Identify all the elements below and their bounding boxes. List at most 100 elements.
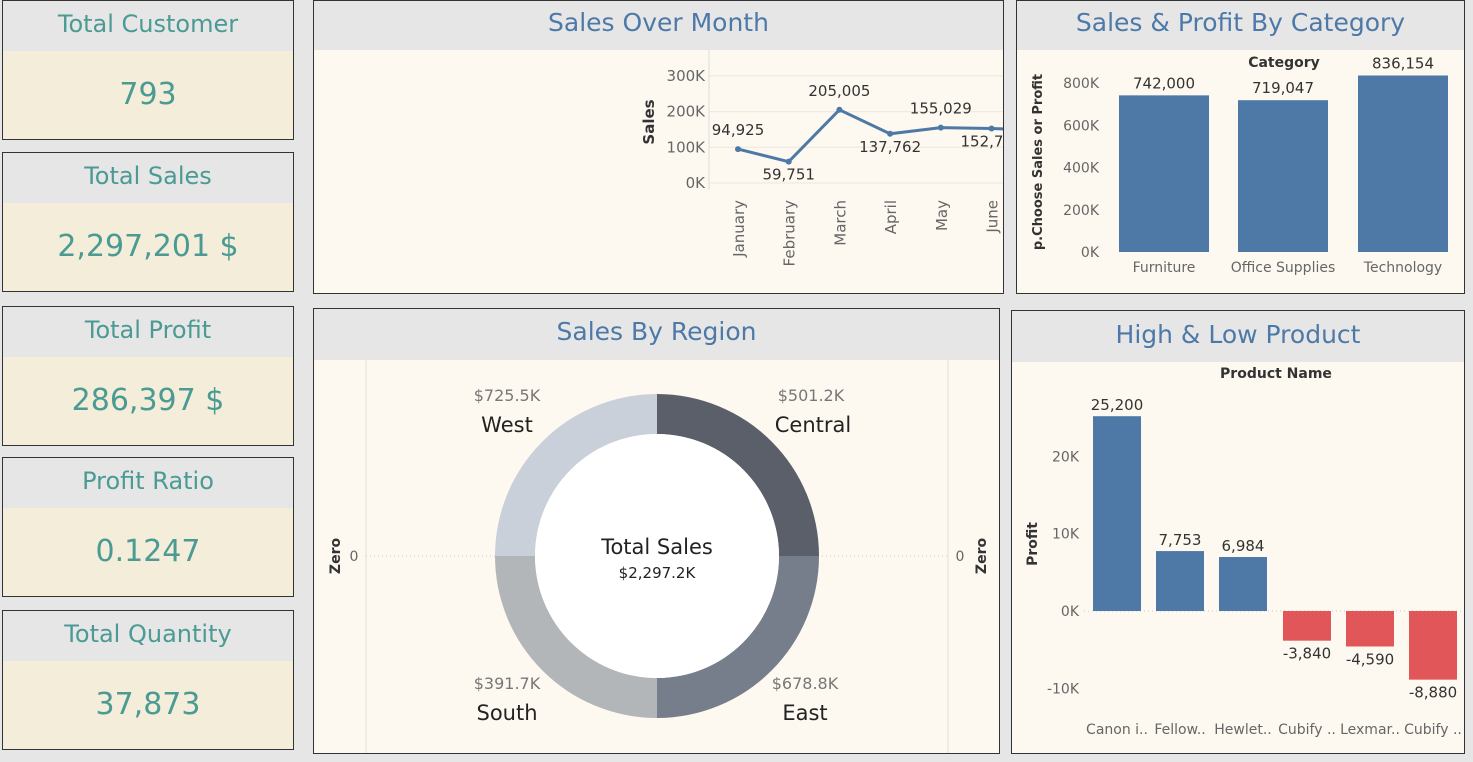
kpi-value: 0.1247 bbox=[95, 534, 201, 569]
center-label: Total Sales bbox=[600, 535, 713, 559]
x-tick-label: Hewlet.. bbox=[1214, 722, 1271, 738]
data-label: 836,154 bbox=[1372, 54, 1434, 72]
product-bar bbox=[1219, 557, 1267, 611]
axis-tick-left: 0 bbox=[350, 549, 359, 565]
panel-title: Sales Over Month bbox=[314, 1, 1003, 50]
x-tick-label: Fellow.. bbox=[1154, 722, 1205, 738]
panel-title: High & Low Product bbox=[1012, 311, 1464, 362]
x-tick-label: May bbox=[933, 200, 951, 231]
category-panel: Sales & Profit By Category Category p.Cho… bbox=[1016, 0, 1465, 294]
y-tick-label: -10K bbox=[1047, 681, 1080, 697]
product-bar bbox=[1283, 611, 1331, 641]
kpi-label: Total Quantity bbox=[3, 611, 293, 661]
kpi-value: 37,873 bbox=[95, 687, 201, 722]
panel-title: Sales By Region bbox=[314, 309, 999, 360]
y-tick-label: 400K bbox=[1063, 161, 1100, 177]
slice-name-label: Central bbox=[775, 413, 851, 437]
y-tick-label: 10K bbox=[1052, 527, 1080, 543]
axis-label-right: Zero bbox=[974, 538, 990, 575]
category-chart: Category p.Choose Sales or Profit 0K 200K 40… bbox=[1031, 54, 1448, 276]
y-tick-label: 0K bbox=[1081, 245, 1100, 261]
line-point bbox=[937, 124, 944, 131]
sales-over-month-chart: 0K 100K 200K 300K Sales 94,925 59,751 205,005 13… bbox=[314, 50, 1003, 293]
kpi-total-quantity: Total Quantity 37,873 bbox=[2, 610, 294, 750]
line-point bbox=[988, 125, 995, 132]
data-label: 205,005 bbox=[808, 82, 870, 100]
line-point bbox=[785, 158, 792, 165]
y-tick-label: 20K bbox=[1052, 449, 1080, 465]
x-axis-title: Category bbox=[1248, 55, 1320, 71]
product-bar bbox=[1346, 611, 1394, 647]
y-tick-label: 600K bbox=[1063, 118, 1100, 134]
y-tick-label: 800K bbox=[1063, 76, 1100, 92]
x-tick-label: Technology bbox=[1363, 260, 1442, 276]
slice-value-label: $725.5K bbox=[474, 386, 541, 405]
data-label: -4,590 bbox=[1346, 650, 1394, 668]
x-tick-label: June bbox=[984, 200, 1002, 234]
data-label: -3,840 bbox=[1283, 645, 1331, 663]
line-point bbox=[735, 146, 741, 153]
slice-name-label: South bbox=[476, 701, 537, 725]
y-axis-label: Sales bbox=[640, 99, 658, 144]
axis-label-left: Zero bbox=[328, 538, 344, 575]
y-tick-label: 0K bbox=[686, 174, 707, 192]
x-tick-label: Cubify .. bbox=[1404, 722, 1462, 738]
sales-by-region-chart: Zero 0 0 Zero Total Sales $2,297.2K $501.2K Cen… bbox=[328, 360, 990, 753]
kpi-value: 793 bbox=[119, 77, 177, 112]
y-tick-label: 0K bbox=[1061, 604, 1080, 620]
kpi-value: 286,397 $ bbox=[71, 383, 225, 418]
axis-tick-right: 0 bbox=[956, 549, 965, 565]
slice-name-label: West bbox=[481, 413, 533, 437]
data-label: 719,047 bbox=[1252, 79, 1314, 97]
x-tick-label: March bbox=[831, 200, 849, 246]
x-tick-label: Cubify .. bbox=[1278, 722, 1336, 738]
sales-over-month-panel: Sales Over Month 0K 100K 200K 300K Sales 94,9… bbox=[313, 0, 1004, 294]
kpi-label: Total Sales bbox=[3, 153, 293, 203]
data-label: 742,000 bbox=[1133, 74, 1195, 92]
category-bar bbox=[1358, 75, 1448, 252]
y-tick-label: 200K bbox=[1063, 203, 1100, 219]
kpi-label: Profit Ratio bbox=[3, 458, 293, 508]
high-low-product-chart: Product Name Profit -10K 0K 10K 20K 25,200 Cano… bbox=[1025, 366, 1464, 738]
product-bar bbox=[1409, 611, 1457, 680]
kpi-label: Total Customer bbox=[3, 1, 293, 51]
kpi-value: 2,297,201 $ bbox=[57, 229, 239, 264]
sales-line bbox=[737, 107, 1003, 164]
x-tick-label: February bbox=[781, 200, 799, 267]
x-axis-title: Product Name bbox=[1220, 366, 1332, 382]
sales-by-region-panel: Sales By Region Zero 0 0 Zero Total Sales $2,… bbox=[313, 308, 1000, 754]
data-label: -8,880 bbox=[1409, 684, 1457, 702]
high-low-product-panel: High & Low Product Product Name Profit -10… bbox=[1011, 310, 1465, 754]
category-bar bbox=[1119, 95, 1209, 252]
x-tick-label: Lexmar.. bbox=[1340, 722, 1400, 738]
y-tick-label: 100K bbox=[667, 138, 707, 156]
kpi-profit-ratio: Profit Ratio 0.1247 bbox=[2, 457, 294, 597]
kpi-label: Total Profit bbox=[3, 307, 293, 357]
kpi-total-sales: Total Sales 2,297,201 $ bbox=[2, 152, 294, 292]
slice-name-label: East bbox=[782, 701, 827, 725]
data-label: 59,751 bbox=[762, 166, 815, 184]
data-label: 137,762 bbox=[859, 138, 921, 156]
y-axis-label: p.Choose Sales or Profit bbox=[1031, 74, 1046, 250]
product-bar bbox=[1156, 551, 1204, 611]
y-tick-label: 300K bbox=[667, 67, 707, 85]
line-point bbox=[887, 130, 894, 137]
region-slice-central bbox=[657, 394, 819, 556]
region-slice-east bbox=[657, 556, 819, 718]
x-tick-label: April bbox=[882, 200, 900, 234]
region-slice-south bbox=[495, 556, 657, 718]
data-label: 94,925 bbox=[712, 121, 765, 139]
slice-value-label: $678.8K bbox=[772, 674, 839, 693]
data-label: 7,753 bbox=[1159, 531, 1202, 549]
kpi-total-customer: Total Customer 793 bbox=[2, 0, 294, 140]
x-tick-label: Office Supplies bbox=[1231, 260, 1336, 276]
data-label: 25,200 bbox=[1091, 396, 1144, 414]
y-tick-label: 200K bbox=[667, 103, 707, 121]
data-label: 155,029 bbox=[910, 100, 972, 118]
slice-value-label: $391.7K bbox=[474, 674, 541, 693]
line-point bbox=[836, 106, 843, 113]
kpi-total-profit: Total Profit 286,397 $ bbox=[2, 306, 294, 446]
region-slice-west bbox=[495, 394, 657, 556]
x-tick-label: January bbox=[730, 200, 748, 258]
x-tick-label: Canon i.. bbox=[1086, 722, 1148, 738]
